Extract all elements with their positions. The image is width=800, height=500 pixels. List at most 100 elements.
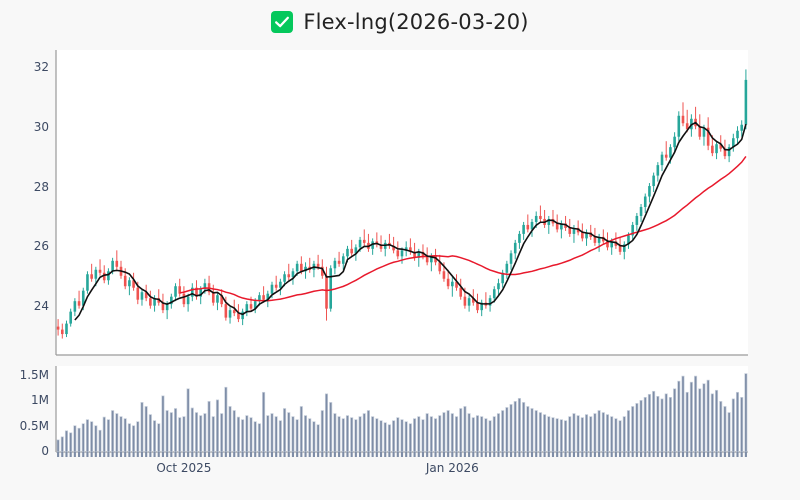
volume-bar (475, 415, 480, 453)
candle-body (455, 281, 458, 288)
candle-body (404, 247, 408, 251)
candle-body (698, 126, 702, 137)
volume-bar (605, 414, 610, 453)
volume-bar (706, 379, 710, 453)
candle-body (270, 284, 274, 294)
candle-body (371, 241, 374, 249)
volume-bar (442, 412, 446, 453)
volume-bar (555, 418, 559, 453)
volume-bar (312, 421, 316, 453)
volume-bar (350, 417, 354, 453)
volume-bar (274, 416, 278, 453)
candle-body (56, 326, 60, 330)
candle-body (564, 223, 567, 228)
volume-bar (186, 388, 190, 453)
y-axis-tick-label: 26 (33, 239, 49, 254)
candle-body (149, 298, 152, 306)
volume-bar (723, 406, 727, 453)
volume-bar (589, 416, 593, 453)
candle-body (191, 287, 194, 297)
volume-bar (702, 383, 706, 453)
candle-body (379, 244, 383, 249)
ma-short-line (74, 121, 747, 321)
candle-body (203, 283, 207, 290)
candle-body (585, 232, 588, 239)
candle-body (115, 260, 119, 267)
candle-body (459, 287, 463, 297)
candle-body (513, 242, 517, 254)
volume-bar (249, 417, 253, 453)
volume-bar (161, 395, 165, 453)
candle-body (350, 248, 353, 254)
volume-bar (211, 416, 215, 453)
y-axis-tick-label: 28 (33, 179, 49, 194)
check-square-icon[interactable] (271, 11, 294, 33)
candle-body (329, 268, 333, 309)
volume-bar (111, 410, 115, 453)
candle-body (60, 329, 64, 335)
volume-bar (178, 417, 182, 453)
candle-body (69, 311, 72, 324)
candle-body (279, 281, 282, 288)
volume-bar (446, 410, 450, 453)
candle-body (711, 145, 714, 154)
candle-body (346, 248, 349, 257)
candle-body (656, 165, 660, 176)
volume-bar (404, 421, 408, 453)
volume-bar (190, 407, 194, 453)
candle-body (241, 311, 244, 320)
volume-bar (463, 406, 467, 453)
candle-body (614, 241, 618, 246)
volume-bar (471, 417, 475, 453)
volume-bar (710, 393, 714, 453)
candle-body (593, 236, 597, 243)
volume-bar (220, 413, 224, 453)
volume-bar (438, 415, 442, 453)
candle-body (224, 304, 228, 318)
candle-body (421, 251, 425, 257)
candle-body (245, 304, 249, 312)
volume-bar (123, 418, 127, 453)
volume-bar (727, 412, 731, 453)
volume-bars (56, 373, 748, 453)
volume-bar (169, 412, 173, 453)
candle-body (430, 256, 433, 263)
candle-body (530, 221, 534, 230)
candle-body (505, 263, 509, 273)
candle-body (492, 289, 496, 299)
volume-bar (199, 415, 203, 453)
candle-body (186, 296, 190, 305)
candle-body (144, 292, 148, 299)
candle-body (618, 245, 622, 252)
volume-bar (626, 410, 630, 453)
volume-bar (341, 418, 345, 453)
volume-bar (270, 413, 274, 453)
candle-body (341, 256, 345, 264)
candle-body (170, 296, 173, 305)
candle-body (467, 298, 471, 306)
candle-body (182, 293, 186, 305)
volume-bar (228, 406, 232, 453)
volume-bar (73, 425, 77, 453)
candle-body (572, 227, 576, 234)
candle-body (274, 284, 278, 288)
candle-body (413, 251, 416, 258)
x-axis-tick-label: Oct 2025 (156, 461, 212, 475)
volume-bar (358, 416, 362, 453)
volume-bar (354, 419, 358, 453)
candle-body (358, 239, 362, 248)
volume-bar (81, 423, 85, 453)
volume-bar (345, 415, 350, 453)
candle-body (65, 323, 68, 335)
volume-bar (337, 416, 341, 453)
volume-bar (564, 420, 568, 453)
candle-body (81, 290, 85, 306)
candle-body (589, 232, 593, 237)
candle-body (98, 269, 102, 273)
volume-bar (610, 416, 614, 453)
volume-bar (203, 413, 207, 453)
volume-bar (278, 420, 282, 453)
volume-bar (383, 422, 387, 453)
